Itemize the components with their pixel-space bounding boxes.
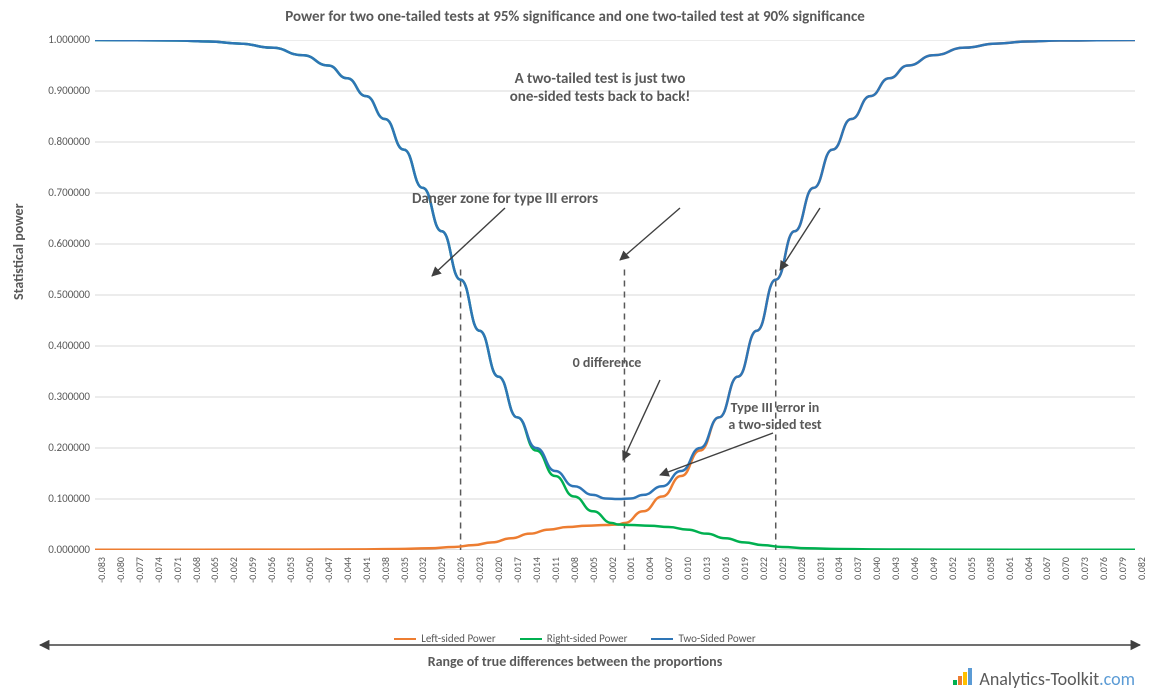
chart-title: Power for two one-tailed tests at 95% si… — [0, 8, 1150, 26]
x-tick-label: 0.043 — [889, 557, 902, 597]
x-tick-label: 0.064 — [1022, 557, 1035, 597]
legend-swatch — [520, 638, 542, 640]
y-tick-label: 0.700000 — [35, 186, 90, 199]
x-tick-label: -0.053 — [284, 557, 297, 597]
x-tick-label: 0.034 — [832, 557, 845, 597]
annotation-danger_zone: Danger zone for type III errors — [345, 190, 665, 208]
legend-label: Right-sided Power — [547, 632, 628, 645]
chart-container: Power for two one-tailed tests at 95% si… — [0, 0, 1150, 700]
x-tick-label: -0.050 — [303, 557, 316, 597]
x-tick-label: 0.052 — [946, 557, 959, 597]
x-tick-label: -0.062 — [227, 557, 240, 597]
logo-suffix: .com — [1099, 668, 1135, 690]
x-tick-label: 0.022 — [757, 557, 770, 597]
x-tick-label: 0.025 — [776, 557, 789, 597]
x-tick-label: -0.005 — [587, 557, 600, 597]
x-tick-label: -0.068 — [190, 557, 203, 597]
x-tick-label: 0.061 — [1003, 557, 1016, 597]
x-tick-label: 0.040 — [870, 557, 883, 597]
y-tick-label: 0.800000 — [35, 135, 90, 148]
x-tick-label: 0.067 — [1040, 557, 1053, 597]
x-tick-label: -0.032 — [416, 557, 429, 597]
y-tick-label: 0.400000 — [35, 339, 90, 352]
legend-item: Right-sided Power — [520, 632, 628, 645]
x-tick-label: 0.019 — [738, 557, 751, 597]
x-tick-label: -0.017 — [511, 557, 524, 597]
y-axis-label: Statistical power — [10, 203, 27, 300]
plot-area — [95, 40, 1135, 550]
legend-swatch — [651, 638, 673, 640]
y-tick-label: 0.500000 — [35, 288, 90, 301]
x-tick-label: 0.076 — [1097, 557, 1110, 597]
x-tick-label: 0.073 — [1078, 557, 1091, 597]
x-tick-label: -0.059 — [246, 557, 259, 597]
x-tick-label: -0.014 — [530, 557, 543, 597]
x-tick-label: -0.044 — [341, 557, 354, 597]
x-tick-label: 0.001 — [624, 557, 637, 597]
x-tick-label: 0.082 — [1135, 557, 1148, 597]
x-tick-label: -0.065 — [208, 557, 221, 597]
annotation-zero_diff: 0 difference — [547, 355, 667, 372]
legend-label: Two-Sided Power — [678, 632, 755, 645]
x-tick-label: 0.016 — [719, 557, 732, 597]
x-tick-label: -0.038 — [379, 557, 392, 597]
logo: Analytics-Toolkit.com — [953, 667, 1135, 690]
y-tick-label: 1.000000 — [35, 33, 90, 46]
x-tick-label: 0.007 — [662, 557, 675, 597]
x-tick-label: 0.037 — [851, 557, 864, 597]
x-tick-label: 0.031 — [814, 557, 827, 597]
legend-swatch — [394, 638, 416, 640]
x-tick-label: 0.028 — [795, 557, 808, 597]
x-tick-label: 0.058 — [984, 557, 997, 597]
x-tick-label: -0.074 — [152, 557, 165, 597]
legend-item: Two-Sided Power — [651, 632, 755, 645]
x-tick-label: -0.035 — [398, 557, 411, 597]
legend-label: Left-sided Power — [421, 632, 495, 645]
x-tick-label: -0.011 — [549, 557, 562, 597]
x-tick-label: -0.056 — [265, 557, 278, 597]
x-tick-label: -0.008 — [568, 557, 581, 597]
y-tick-label: 0.100000 — [35, 492, 90, 505]
x-tick-label: -0.020 — [492, 557, 505, 597]
x-tick-label: -0.047 — [322, 557, 335, 597]
x-tick-label: 0.055 — [965, 557, 978, 597]
x-tick-label: -0.077 — [133, 557, 146, 597]
x-tick-label: -0.023 — [473, 557, 486, 597]
x-tick-label: 0.010 — [681, 557, 694, 597]
y-tick-label: 0.000000 — [35, 543, 90, 556]
legend-item: Left-sided Power — [394, 632, 495, 645]
x-tick-label: -0.083 — [95, 557, 108, 597]
annotation-type3_note: Type III error in a two-sided test — [690, 400, 860, 434]
x-tick-label: 0.070 — [1059, 557, 1072, 597]
x-tick-label: -0.071 — [171, 557, 184, 597]
y-tick-label: 0.300000 — [35, 390, 90, 403]
x-tick-label: 0.004 — [643, 557, 656, 597]
y-tick-label: 0.900000 — [35, 84, 90, 97]
logo-main: Analytics-Toolkit — [979, 668, 1099, 690]
y-tick-label: 0.200000 — [35, 441, 90, 454]
annotation-two_tailed_note: A two-tailed test is just two one-sided … — [430, 70, 770, 106]
x-tick-label: 0.049 — [927, 557, 940, 597]
x-tick-label: 0.079 — [1116, 557, 1129, 597]
x-tick-label: -0.029 — [435, 557, 448, 597]
y-tick-label: 0.600000 — [35, 237, 90, 250]
x-tick-label: -0.026 — [454, 557, 467, 597]
x-tick-label: -0.041 — [360, 557, 373, 597]
x-tick-label: -0.002 — [606, 557, 619, 597]
x-tick-label: 0.046 — [908, 557, 921, 597]
legend: Left-sided Power Right-sided Power Two-Sid… — [0, 632, 1150, 645]
x-tick-label: 0.013 — [700, 557, 713, 597]
x-tick-label: -0.080 — [114, 557, 127, 597]
